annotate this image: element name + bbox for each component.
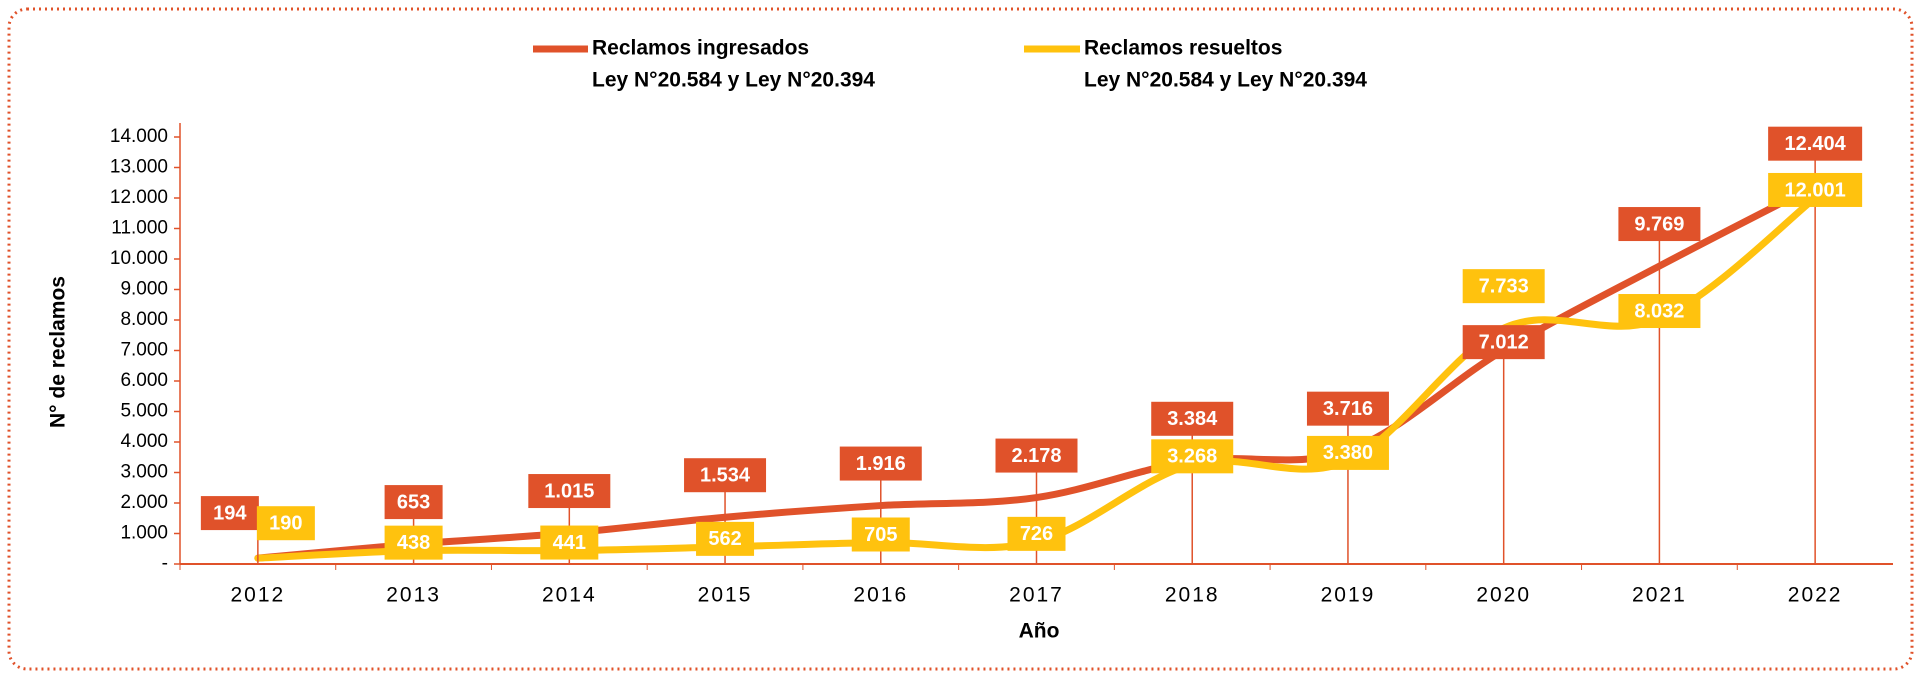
series-line [254,182,1819,562]
data-label: 1.916 [856,453,906,475]
x-tick-label: 2017 [1009,584,1064,607]
data-label-box [995,438,1078,473]
data-label-box [1768,172,1863,207]
data-label: 3.268 [1167,446,1217,468]
data-label: 8.032 [1634,300,1684,322]
legend-sublabel: Ley N°20.584 y Ley N°20.394 [1084,69,1367,92]
data-label-box [851,517,910,552]
y-tick-label: 9.000 [120,279,168,300]
y-tick-label: 14.000 [110,126,168,147]
y-tick-label: 4.000 [120,431,168,452]
data-label-box [1007,516,1066,551]
y-tick-label: 11.000 [111,218,168,239]
data-label: 3.384 [1167,408,1218,430]
x-tick-label: 2012 [231,584,286,607]
data-label: 726 [1020,523,1053,545]
data-label-box [684,458,767,493]
x-tick-label: 2016 [853,584,908,607]
data-label: 653 [397,491,430,513]
data-label-box [384,525,443,560]
data-label-box [384,485,443,520]
data-label: 705 [864,524,897,546]
x-axis-title: Año [1019,620,1060,643]
data-label: 1.015 [544,480,594,502]
data-label: 12.001 [1785,179,1846,201]
y-tick-label: 13.000 [110,157,168,178]
data-label: 194 [213,502,247,524]
data-label: 3.380 [1323,442,1373,464]
data-label-box [839,446,922,481]
data-label-box [696,521,755,556]
y-tick-label: 6.000 [120,370,168,391]
x-tick-label: 2015 [698,584,753,607]
data-label-box [1151,401,1234,436]
data-label: 9.769 [1634,213,1684,235]
x-tick-label: 2022 [1788,584,1843,607]
data-label: 438 [397,532,430,554]
data-label: 190 [269,512,302,534]
y-tick-label: 10.000 [110,248,168,269]
data-label: 7.012 [1479,331,1529,353]
data-label: 12.404 [1785,133,1847,155]
data-label-box [1618,294,1701,329]
y-tick-label: 3.000 [120,462,168,483]
data-label: 441 [553,532,586,554]
legend-label: Reclamos ingresados [592,37,809,60]
y-tick-label: 5.000 [120,401,168,422]
data-label: 7.733 [1479,275,1529,297]
y-tick-label: 7.000 [120,340,168,361]
data-label: 2.178 [1011,445,1061,467]
data-label: 1.534 [700,464,751,486]
x-tick-label: 2013 [386,584,441,607]
data-label-box [1768,126,1863,161]
y-tick-label: - [162,553,168,574]
x-tick-label: 2018 [1165,584,1220,607]
y-tick-label: 1.000 [120,523,168,544]
frame [7,7,1914,671]
data-label-box [1151,439,1234,474]
x-tick-label: 2014 [542,584,597,607]
y-tick-label: 12.000 [110,187,168,208]
data-label-box [1306,435,1389,470]
legend-label: Reclamos resueltos [1084,37,1282,60]
y-tick-label: 8.000 [120,309,168,330]
x-tick-label: 2019 [1321,584,1376,607]
data-label-box [528,474,611,509]
x-tick-label: 2020 [1476,584,1531,607]
data-label: 3.716 [1323,398,1373,420]
data-label-box [200,496,259,531]
x-tick-label: 2021 [1632,584,1687,607]
data-label-box [1618,207,1701,242]
data-label-box [1462,269,1545,304]
data-label-box [1306,391,1389,426]
data-label-box [256,506,315,541]
data-label: 562 [708,528,741,550]
legend-sublabel: Ley N°20.584 y Ley N°20.394 [592,69,875,92]
y-tick-label: 2.000 [120,492,168,513]
data-label-box [1462,325,1545,360]
data-label-box [540,525,599,560]
y-axis-title: N° de reclamos [47,276,70,428]
